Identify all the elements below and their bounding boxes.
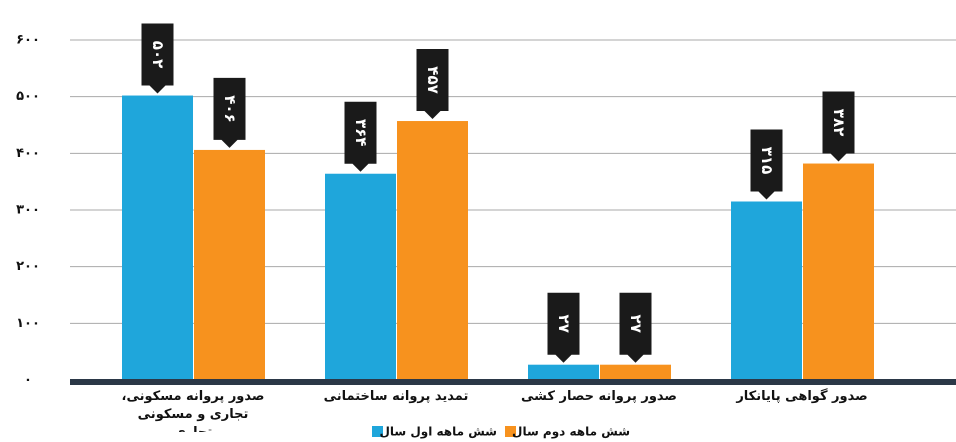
y-tick-label: ۴۰۰ bbox=[16, 146, 40, 161]
y-tick-label: ۳۰۰ bbox=[16, 203, 40, 218]
y-tick-label: ۶۰۰ bbox=[16, 33, 40, 48]
data-label: ۵۰۲ bbox=[149, 41, 167, 68]
x-tick-label: تمدید پروانه ساختمانی bbox=[323, 389, 469, 404]
bar bbox=[731, 201, 802, 380]
bar bbox=[528, 364, 599, 380]
callout bbox=[750, 129, 783, 200]
data-label: ۲۷ bbox=[555, 315, 573, 333]
x-tick-label: صدور پروانه حصار کشی bbox=[521, 389, 677, 404]
callout bbox=[213, 77, 246, 148]
data-label: ۴۵۷ bbox=[424, 66, 442, 93]
bar bbox=[325, 173, 396, 380]
legend-label: شش ماهه دوم سال bbox=[512, 425, 630, 440]
callout bbox=[416, 49, 449, 120]
y-tick-label: ۲۰۰ bbox=[16, 259, 40, 274]
x-tick-label: صدور پروانه مسکونی، تجاری و مسکونی تجاری bbox=[121, 389, 265, 432]
x-tick-label-box: صدور پروانه مسکونی، تجاری و مسکونی تجاری bbox=[121, 389, 265, 432]
y-tick-label: ۱۰۰ bbox=[16, 316, 40, 331]
data-label: ۴۰۶ bbox=[221, 95, 239, 122]
data-label: ۳۱۵ bbox=[758, 147, 776, 174]
callout bbox=[344, 101, 377, 172]
callout bbox=[547, 292, 580, 363]
data-label: ۲۷ bbox=[627, 315, 645, 333]
x-tick-label: صدور گواهی پایانکار bbox=[736, 389, 868, 404]
bar bbox=[122, 95, 193, 381]
bar bbox=[600, 364, 671, 380]
bar bbox=[803, 163, 874, 380]
callout bbox=[619, 292, 652, 363]
bar bbox=[194, 149, 265, 380]
callout bbox=[822, 91, 855, 162]
y-tick-label: ۵۰۰ bbox=[16, 89, 40, 104]
legend-swatch bbox=[505, 426, 516, 437]
x-tick-label-box: صدور پروانه حصار کشی bbox=[521, 389, 677, 404]
bar bbox=[397, 121, 468, 381]
data-label: ۳۸۲ bbox=[830, 109, 848, 136]
legend-label: شش ماهه اول سال bbox=[379, 425, 497, 440]
x-axis bbox=[70, 379, 956, 385]
callout bbox=[141, 23, 174, 94]
legend-swatch bbox=[372, 426, 383, 437]
x-tick-label-box: تمدید پروانه ساختمانی bbox=[323, 389, 469, 404]
y-tick-label: ۰ bbox=[24, 373, 32, 388]
data-label: ۳۶۴ bbox=[352, 119, 370, 146]
x-tick-label-box: صدور گواهی پایانکار bbox=[736, 389, 868, 404]
